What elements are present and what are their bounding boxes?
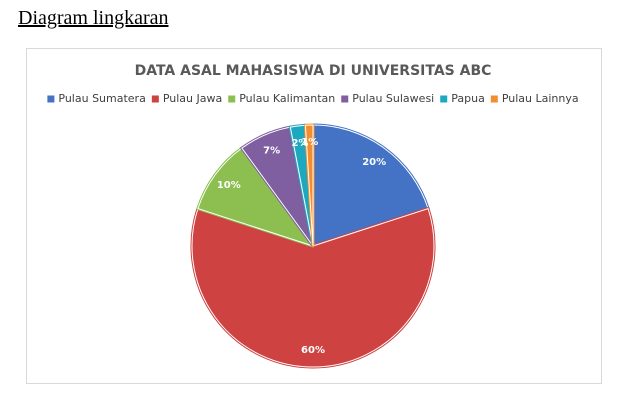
slice-edge [312,124,429,247]
heading: Diagram lingkaran [18,7,169,29]
slice-edge [191,207,435,368]
legend-label: Pulau Lainnya [502,92,579,105]
data-label: 60% [301,345,325,356]
legend-label: Pulau Sulawesi [352,92,434,105]
legend-label: Pulau Sumatera [58,92,145,105]
data-label: 10% [217,180,241,191]
data-label: 1% [301,137,318,148]
legend-swatch [47,95,55,103]
legend-label: Pulau Jawa [163,92,222,105]
data-label: 7% [263,145,280,156]
legend-swatch [440,95,448,103]
legend-swatch [490,95,498,103]
data-label: 20% [362,157,386,168]
slice-edge [304,124,314,247]
legend-swatch [341,95,349,103]
data-label: 2% [291,138,308,149]
legend-label: Pulau Kalimantan [239,92,335,105]
legend-label: Papua [451,92,485,105]
legend-swatch [151,95,159,103]
legend-swatch [228,95,236,103]
chart-title: DATA ASAL MAHASISWA DI UNIVERSITAS ABC [135,63,492,79]
